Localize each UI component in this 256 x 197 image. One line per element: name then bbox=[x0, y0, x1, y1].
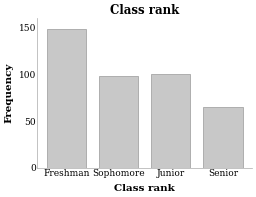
Bar bbox=[99, 76, 138, 168]
Bar bbox=[47, 29, 86, 168]
Y-axis label: Frequency: Frequency bbox=[4, 63, 13, 123]
X-axis label: Class rank: Class rank bbox=[114, 184, 175, 193]
Bar bbox=[151, 74, 190, 168]
Title: Class rank: Class rank bbox=[110, 4, 179, 17]
Bar bbox=[204, 107, 243, 168]
